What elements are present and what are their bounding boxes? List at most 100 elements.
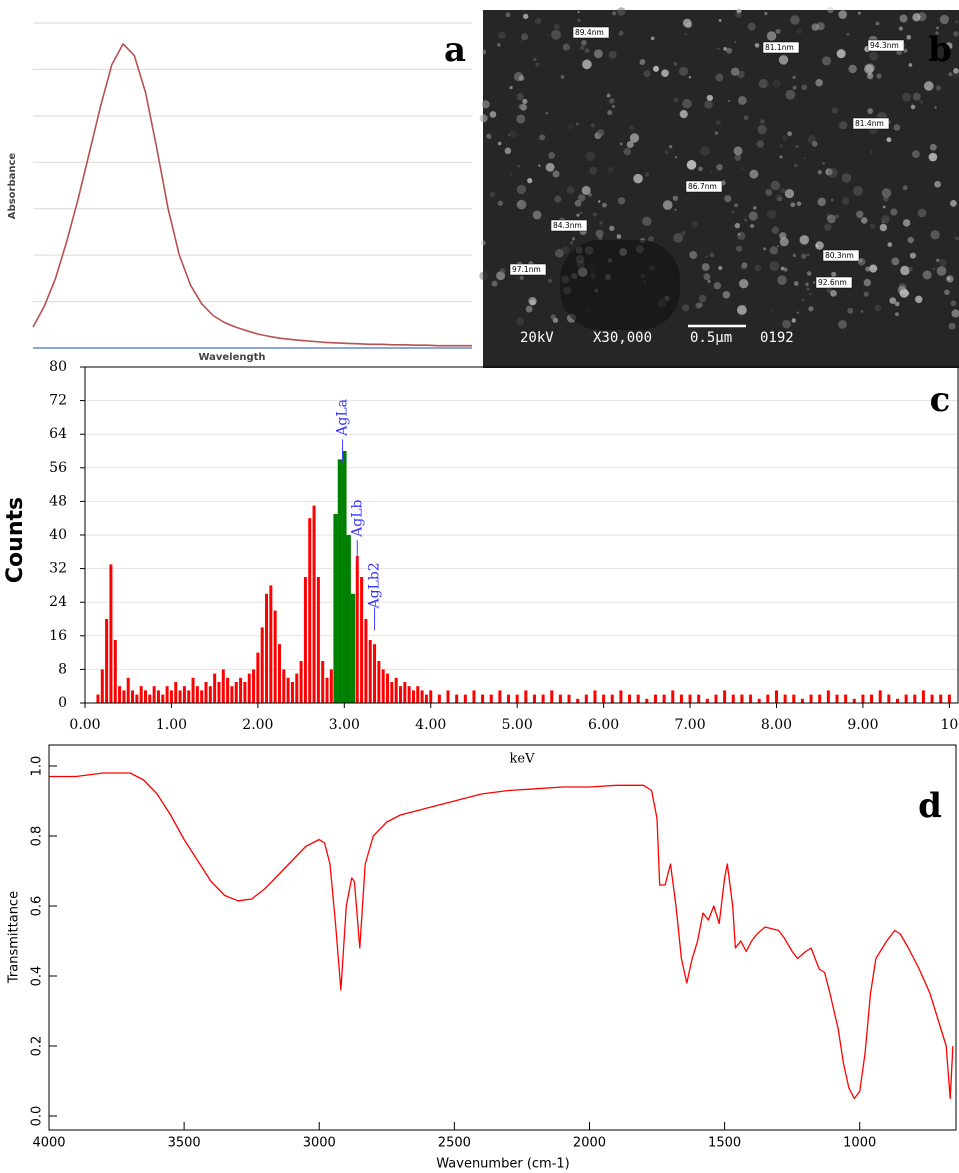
sem-grain (673, 232, 683, 243)
sem-grain (950, 300, 957, 307)
sem-grain (705, 255, 708, 258)
count-bar (342, 451, 347, 703)
x-tick-label: 2000 (573, 1136, 606, 1151)
sem-grain (715, 73, 724, 82)
sem-grain (497, 200, 503, 206)
sem-grain (779, 155, 783, 159)
count-bar (740, 694, 744, 703)
count-bar (386, 673, 390, 703)
sem-grain (910, 104, 916, 110)
sem-grain (831, 271, 837, 277)
sem-grain (616, 7, 626, 16)
sem-grain (869, 150, 874, 154)
x-tick-label: 6.00 (588, 717, 619, 733)
sem-grain (581, 39, 587, 46)
sem-grain (912, 13, 921, 22)
sem-grain (590, 123, 596, 128)
sem-grain (915, 295, 923, 304)
count-bar (178, 690, 182, 703)
count-bar (394, 677, 398, 703)
sem-grain (775, 194, 783, 202)
count-bar (424, 694, 428, 703)
sem-grain (938, 258, 947, 267)
sem-grain (907, 236, 914, 244)
sem-grain (879, 223, 888, 232)
count-bar (204, 682, 208, 703)
sem-grain (772, 79, 781, 88)
count-bar (290, 682, 294, 703)
count-bar (333, 514, 338, 703)
sem-grain (897, 285, 907, 295)
x-tick-label: 1500 (708, 1136, 741, 1151)
sem-grain (513, 72, 524, 82)
count-bar (174, 682, 178, 703)
count-bar (161, 694, 165, 703)
sem-grain (785, 89, 796, 100)
sem-grain (904, 290, 910, 296)
sem-grain (584, 48, 590, 53)
count-bar (749, 694, 753, 703)
count-bar (809, 694, 813, 703)
sem-grain (718, 18, 722, 22)
count-bar (895, 698, 899, 703)
y-tick-label: 24 (49, 594, 67, 610)
count-bar (723, 690, 727, 703)
sem-grain (538, 164, 541, 167)
sem-grain (948, 322, 956, 330)
sem-grain (535, 62, 540, 67)
sem-grain (733, 146, 743, 156)
sem-grain (936, 26, 939, 30)
count-bar (498, 690, 502, 703)
sem-grain (951, 309, 959, 318)
x-axis-label: keV (510, 752, 536, 767)
sem-grain (739, 279, 749, 289)
sem-grain (760, 119, 765, 124)
sem-grain (846, 32, 850, 36)
sem-grain (560, 75, 565, 79)
sem-grain (912, 92, 921, 101)
sem-grain (577, 194, 586, 202)
count-bar (947, 694, 951, 703)
sem-grain (585, 151, 596, 162)
sem-grain (653, 65, 660, 72)
size-label-box (550, 219, 588, 232)
count-bar (364, 619, 368, 703)
sem-grain (661, 69, 669, 77)
sem-grain (863, 278, 871, 287)
count-bar (213, 673, 217, 703)
sem-grain (579, 211, 583, 215)
sem-grain (520, 33, 529, 41)
sem-grain (856, 210, 864, 218)
count-bar (550, 690, 554, 703)
sem-grain (911, 150, 920, 158)
sem-grain (596, 129, 605, 137)
sem-grain (860, 310, 864, 313)
count-bar (558, 694, 562, 703)
sem-grain (504, 147, 512, 155)
sem-grain (769, 308, 773, 313)
count-bar (913, 694, 917, 703)
count-bar (165, 686, 169, 703)
count-bar (398, 686, 402, 703)
sem-grain (723, 47, 727, 51)
count-bar (610, 694, 614, 703)
sem-grain (672, 195, 679, 201)
sem-dark (560, 240, 680, 330)
count-bar (774, 690, 778, 703)
count-bar (567, 694, 571, 703)
sem-grain (686, 160, 697, 170)
count-bar (705, 698, 709, 703)
sem-grain (673, 61, 678, 66)
count-bar (195, 686, 199, 703)
sem-grain (886, 137, 892, 143)
sem-grain (935, 85, 942, 91)
sem-grain (826, 212, 832, 219)
sem-grain (551, 29, 562, 40)
sem-grain (757, 124, 767, 135)
sem-grain (795, 145, 799, 148)
count-bar (835, 694, 839, 703)
panel-label: a (444, 30, 466, 70)
sem-grain (619, 142, 623, 146)
sem-grain (953, 68, 959, 74)
count-bar (792, 694, 796, 703)
